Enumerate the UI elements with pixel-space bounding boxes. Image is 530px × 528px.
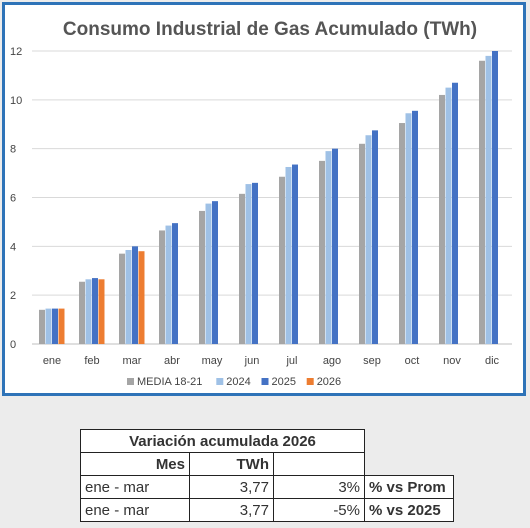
bar <box>285 166 292 344</box>
x-tick-label: ene <box>43 355 61 367</box>
bar <box>125 249 132 344</box>
y-tick-label: 12 <box>10 46 22 58</box>
header-mes: Mes <box>80 452 190 476</box>
x-tick-label: jul <box>285 355 297 367</box>
legend-swatch <box>261 378 269 385</box>
x-tick-label: abr <box>164 355 180 367</box>
bar <box>372 130 378 344</box>
bar <box>132 246 138 344</box>
legend-label: MEDIA 18-21 <box>137 376 202 388</box>
bar <box>485 55 492 345</box>
bar <box>279 176 285 344</box>
bar <box>159 230 165 344</box>
row-pct: -5% <box>273 498 365 522</box>
bar <box>205 203 212 344</box>
bar <box>39 309 45 344</box>
bar <box>452 82 458 344</box>
bar <box>399 123 405 344</box>
row-mes: ene - mar <box>80 475 190 499</box>
x-tick-label: may <box>202 355 223 367</box>
bar <box>58 308 65 344</box>
bar <box>199 210 205 344</box>
bar <box>165 225 172 344</box>
bar <box>365 135 372 344</box>
legend-swatch <box>216 378 224 385</box>
bar <box>138 251 145 344</box>
row-twh: 3,77 <box>189 475 274 499</box>
x-tick-label: mar <box>123 355 142 367</box>
y-tick-label: 2 <box>10 290 16 302</box>
bar <box>79 281 85 344</box>
table-row: ene - mar 3,77 -5% % vs 2025 <box>80 498 454 522</box>
bar <box>252 182 258 344</box>
bar <box>52 308 58 344</box>
legend-label: 2024 <box>226 376 250 388</box>
row-label: % vs 2025 <box>364 498 454 522</box>
chart-panel: Consumo Industrial de Gas Acumulado (TWh… <box>2 2 526 396</box>
x-tick-label: ago <box>323 355 341 367</box>
y-tick-label: 0 <box>10 339 16 351</box>
y-tick-label: 10 <box>10 95 22 107</box>
table-header-row: Mes TWh <box>80 452 454 476</box>
header-twh: TWh <box>189 452 274 476</box>
bar <box>319 160 325 344</box>
bar <box>98 279 105 344</box>
bar <box>325 151 332 344</box>
table-title-row: Variación acumulada 2026 <box>80 429 454 453</box>
bars <box>39 51 498 345</box>
bar <box>405 113 412 344</box>
x-tick-label: jun <box>244 355 260 367</box>
bar <box>119 253 125 344</box>
row-pct: 3% <box>273 475 365 499</box>
bar <box>212 201 218 344</box>
summary-table: Variación acumulada 2026 Mes TWh ene - m… <box>80 429 454 522</box>
x-tick-label: sep <box>363 355 381 367</box>
bar <box>479 60 485 345</box>
chart-title: Consumo Industrial de Gas Acumulado (TWh… <box>63 19 477 40</box>
header-spacer <box>365 453 454 476</box>
legend: MEDIA 18-21 2024 2025 2026 <box>127 376 341 388</box>
bar <box>445 87 452 344</box>
x-tick-label: dic <box>485 355 500 367</box>
header-blank <box>273 452 365 476</box>
bar <box>492 51 498 344</box>
x-tick-label: nov <box>443 355 461 367</box>
y-tick-label: 8 <box>10 144 16 156</box>
legend-label: 2026 <box>317 376 341 388</box>
bar-chart: Consumo Industrial de Gas Acumulado (TWh… <box>10 19 512 388</box>
bar <box>92 278 98 344</box>
bar <box>85 279 92 344</box>
table-row: ene - mar 3,77 3% % vs Prom <box>80 475 454 499</box>
bar <box>332 148 338 344</box>
y-axis-ticks: 0 2 4 6 8 10 12 <box>10 46 22 351</box>
bar <box>292 164 298 344</box>
table-title-spacer <box>365 430 454 453</box>
bar <box>239 193 245 344</box>
x-axis-ticks: ene feb mar abr may jun jul ago sep oct nov dic <box>43 355 500 367</box>
bar <box>359 143 365 344</box>
row-label: % vs Prom <box>364 475 454 499</box>
y-tick-label: 4 <box>10 241 16 253</box>
x-tick-label: feb <box>84 355 99 367</box>
legend-swatch <box>306 378 314 385</box>
row-mes: ene - mar <box>80 498 190 522</box>
bar <box>45 308 52 344</box>
y-tick-label: 6 <box>10 193 16 205</box>
bar <box>412 110 418 344</box>
bar <box>245 184 252 344</box>
gridlines <box>32 50 512 345</box>
legend-swatch <box>127 378 134 385</box>
row-twh: 3,77 <box>189 498 274 522</box>
legend-label: 2025 <box>272 376 296 388</box>
bar <box>172 223 178 344</box>
bar <box>439 94 445 344</box>
x-tick-label: oct <box>405 355 420 367</box>
table-title: Variación acumulada 2026 <box>80 429 365 453</box>
